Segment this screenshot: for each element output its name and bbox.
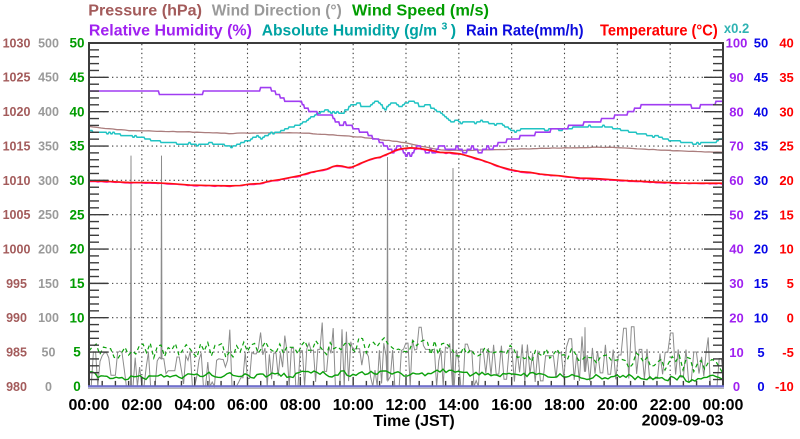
svg-text:15: 15 <box>69 276 85 291</box>
svg-text:10: 10 <box>754 310 768 325</box>
svg-text:300: 300 <box>38 174 59 188</box>
svg-text:10: 10 <box>779 242 793 257</box>
svg-text:500: 500 <box>38 36 59 50</box>
svg-text:30: 30 <box>754 173 768 188</box>
svg-text:18:00: 18:00 <box>544 397 585 414</box>
svg-text:40: 40 <box>69 104 84 119</box>
svg-text:15: 15 <box>754 276 768 291</box>
svg-text:3: 3 <box>442 20 448 32</box>
svg-text:10: 10 <box>729 345 743 360</box>
svg-text:1005: 1005 <box>3 208 31 222</box>
svg-text:12:00: 12:00 <box>386 397 427 414</box>
svg-text:35: 35 <box>69 139 85 154</box>
svg-text:06:00: 06:00 <box>227 397 268 414</box>
svg-text:02:00: 02:00 <box>121 397 162 414</box>
svg-text:00:00: 00:00 <box>69 397 110 414</box>
svg-text:5: 5 <box>73 345 81 360</box>
svg-text:45: 45 <box>69 70 85 85</box>
svg-text:2009-09-03: 2009-09-03 <box>642 413 724 430</box>
svg-text:40: 40 <box>754 104 768 119</box>
svg-text:22:00: 22:00 <box>650 397 691 414</box>
svg-text:16:00: 16:00 <box>491 397 532 414</box>
svg-text:30: 30 <box>779 104 793 119</box>
svg-text:30: 30 <box>729 276 743 291</box>
svg-text:1020: 1020 <box>3 105 31 119</box>
svg-text:Temperature (°C): Temperature (°C) <box>600 23 718 40</box>
svg-text:1010: 1010 <box>3 174 31 188</box>
svg-text:1000: 1000 <box>3 242 31 256</box>
svg-text:35: 35 <box>779 70 793 85</box>
svg-text:): ) <box>451 23 456 40</box>
svg-text:20:00: 20:00 <box>597 397 638 414</box>
svg-text:14:00: 14:00 <box>438 397 479 414</box>
svg-text:400: 400 <box>38 105 59 119</box>
svg-text:200: 200 <box>38 242 59 256</box>
svg-text:5: 5 <box>787 276 794 291</box>
svg-text:980: 980 <box>6 380 27 394</box>
svg-text:30: 30 <box>69 173 84 188</box>
svg-text:04:00: 04:00 <box>174 397 215 414</box>
svg-text:15: 15 <box>779 207 793 222</box>
svg-text:40: 40 <box>779 36 793 51</box>
svg-text:Relative Humidity (%): Relative Humidity (%) <box>89 23 252 40</box>
svg-text:5: 5 <box>757 345 764 360</box>
svg-text:80: 80 <box>729 104 743 119</box>
svg-text:90: 90 <box>729 70 743 85</box>
svg-text:0: 0 <box>73 379 81 394</box>
svg-text:0: 0 <box>757 379 764 394</box>
svg-text:100: 100 <box>38 311 59 325</box>
svg-text:25: 25 <box>69 207 85 222</box>
svg-text:20: 20 <box>754 242 768 257</box>
svg-text:350: 350 <box>38 139 59 153</box>
svg-text:40: 40 <box>729 242 743 257</box>
svg-text:25: 25 <box>779 139 793 154</box>
svg-text:1030: 1030 <box>3 36 31 50</box>
svg-text:35: 35 <box>754 139 768 154</box>
svg-text:250: 250 <box>38 208 59 222</box>
svg-text:-10: -10 <box>775 379 794 394</box>
svg-text:100: 100 <box>726 36 748 51</box>
svg-text:0: 0 <box>733 379 740 394</box>
svg-text:20: 20 <box>69 242 84 257</box>
svg-text:Wind Direction (°): Wind Direction (°) <box>212 3 342 20</box>
svg-text:50: 50 <box>42 346 56 360</box>
svg-text:990: 990 <box>6 311 27 325</box>
svg-text:x0.2: x0.2 <box>724 21 749 36</box>
svg-text:995: 995 <box>6 277 27 291</box>
svg-text:Rain Rate(mm/h): Rain Rate(mm/h) <box>466 23 584 40</box>
svg-text:00:00: 00:00 <box>703 397 744 414</box>
svg-text:150: 150 <box>38 277 59 291</box>
svg-text:10:00: 10:00 <box>333 397 374 414</box>
svg-text:Time (JST): Time (JST) <box>373 413 455 430</box>
svg-text:Absolute Humidity (g/m: Absolute Humidity (g/m <box>262 23 437 40</box>
svg-text:-5: -5 <box>782 345 794 360</box>
svg-text:0: 0 <box>787 310 794 325</box>
svg-text:1025: 1025 <box>3 71 31 85</box>
svg-text:08:00: 08:00 <box>280 397 321 414</box>
svg-text:25: 25 <box>754 207 768 222</box>
svg-text:985: 985 <box>6 346 27 360</box>
svg-text:50: 50 <box>729 207 743 222</box>
svg-text:450: 450 <box>38 71 59 85</box>
svg-text:50: 50 <box>69 36 84 51</box>
svg-text:Wind Speed (m/s): Wind Speed (m/s) <box>352 3 489 20</box>
svg-text:60: 60 <box>729 173 743 188</box>
svg-text:20: 20 <box>729 310 743 325</box>
svg-text:45: 45 <box>754 70 768 85</box>
svg-text:1015: 1015 <box>3 139 31 153</box>
svg-text:70: 70 <box>729 139 743 154</box>
svg-text:10: 10 <box>69 310 84 325</box>
svg-text:20: 20 <box>779 173 793 188</box>
svg-text:Pressure (hPa): Pressure (hPa) <box>88 3 202 20</box>
svg-text:50: 50 <box>754 36 768 51</box>
svg-text:0: 0 <box>45 380 52 394</box>
